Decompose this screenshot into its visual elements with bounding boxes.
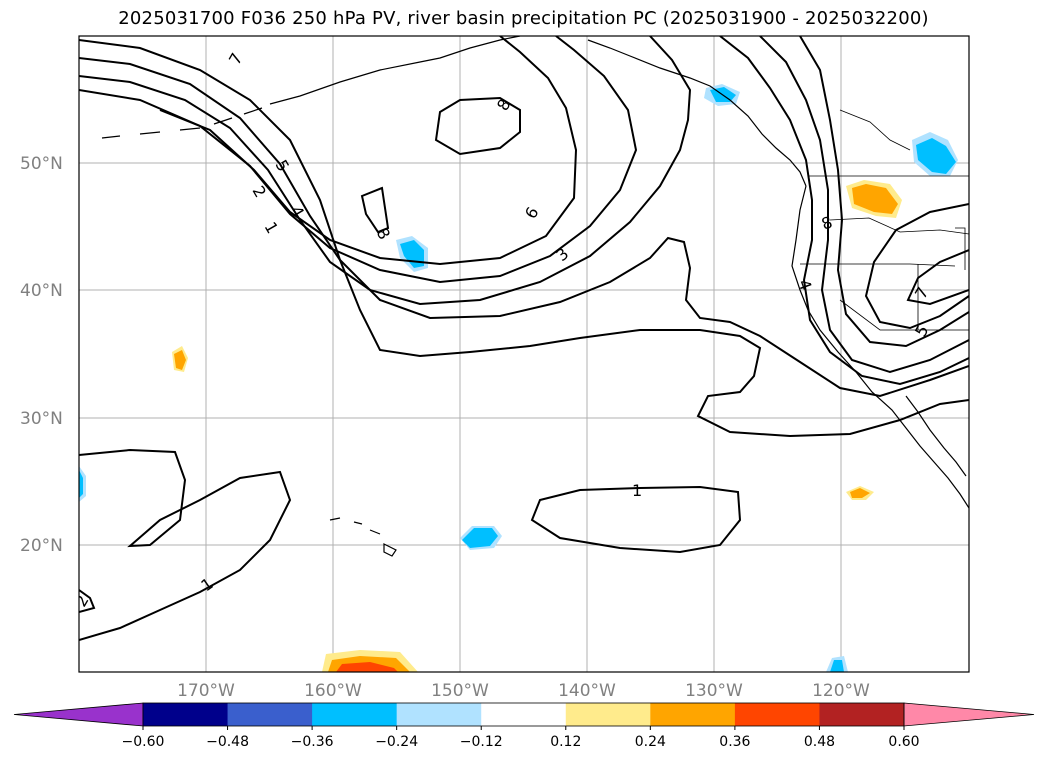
hawaiian-islands: [329, 517, 397, 557]
colorbar-segment: [650, 703, 736, 726]
colorbar-tick-label: 0.24: [635, 734, 666, 750]
pv-contour-2-arc: [79, 57, 969, 398]
baja-california: [905, 395, 967, 477]
contour-label: 8: [819, 212, 835, 233]
aleutian-islands: [101, 107, 263, 139]
lon-label: 130°W: [685, 681, 743, 701]
colorbar-segment: [227, 703, 313, 726]
lon-label: 150°W: [431, 681, 489, 701]
pv-contour-sw-small: [79, 589, 96, 613]
contour-label: 1: [261, 219, 283, 237]
lat-label: 40°N: [20, 281, 63, 301]
colorbar-tick-label: 0.36: [719, 734, 750, 750]
lat-label: 20°N: [20, 536, 63, 556]
colorbar-tick-label: −0.60: [122, 734, 165, 750]
lon-label: 120°W: [812, 681, 870, 701]
us-west-coast: [791, 185, 969, 509]
pv-contour-west-coast-2: [759, 36, 969, 374]
lon-label: 160°W: [304, 681, 362, 701]
pv-contour-1-arc: [79, 39, 969, 438]
contour-label: 7: [911, 284, 933, 302]
contour-label: 5: [911, 322, 933, 340]
contour-labels: 7 5 2 4 1 8 8 6 3 8 4 7 5 1 1 2: [71, 50, 933, 610]
pv-contour-1-central: [530, 485, 742, 554]
contour-label: 2: [71, 592, 93, 610]
borders: [800, 36, 969, 331]
contour-label: 6: [521, 204, 543, 222]
map-plot-area: 7 5 2 4 1 8 8 6 3 8 4 7 5 1 1 2: [71, 36, 969, 672]
colorbar-tick-label: −0.24: [375, 734, 418, 750]
colorbar-tick-label: 0.60: [888, 734, 919, 750]
contour-label: 3: [552, 244, 572, 265]
colorbar-segment: [396, 703, 482, 726]
map-frame: [78, 35, 970, 673]
colorbar-tick-label: 0.12: [550, 734, 581, 750]
colorbar-tick-label: −0.48: [206, 734, 249, 750]
pv-contour-west-coast-5: [906, 249, 969, 306]
pv-contour-3-arc: [79, 36, 692, 306]
colorbar-tick-label: −0.12: [460, 734, 503, 750]
pv-contour-8-ring: [434, 96, 521, 156]
colorbar-tick-label: 0.48: [804, 734, 835, 750]
pv-contours: [79, 36, 969, 641]
longitude-labels: 170°W 160°W 150°W 140°W 130°W 120°W: [177, 681, 870, 701]
pv-contour-1-west: [79, 448, 292, 641]
colorbar-extend-high: [903, 702, 1035, 727]
colorbar-segment: [481, 703, 567, 726]
gridlines: [79, 36, 969, 672]
colorbar-segment: [734, 703, 820, 726]
pv-contour-west-coast-4: [864, 203, 969, 330]
contour-label: 1: [632, 481, 642, 500]
colorbar-tick-label: −0.36: [291, 734, 334, 750]
alaska-peninsula-coast: [269, 36, 521, 105]
lon-label: 170°W: [177, 681, 235, 701]
colorbar-segment: [143, 703, 229, 726]
colorbar-segment: [565, 703, 651, 726]
pv-contour-west-coast-1: [719, 36, 969, 386]
lat-label: 50°N: [20, 154, 63, 174]
contour-label: 2: [249, 183, 271, 201]
colorbar: [13, 702, 1035, 727]
pv-contour-west-coast-3: [799, 36, 969, 348]
map-title: 2025031700 F036 250 hPa PV, river basin …: [118, 8, 929, 29]
precip-positive-patches: [172, 180, 902, 672]
colorbar-segment: [312, 703, 398, 726]
contour-label: 8: [493, 96, 515, 114]
colorbar-segment: [819, 703, 905, 726]
gulf-of-alaska-coast: [587, 39, 807, 187]
colorbar-extend-low: [13, 702, 144, 727]
colorbar-frame: [142, 702, 905, 727]
latitude-labels: 50°N 40°N 30°N 20°N: [20, 154, 63, 556]
pv-contour-4-arc: [79, 36, 638, 284]
lat-label: 30°N: [20, 409, 63, 429]
pv-contour-8-small: [360, 186, 390, 234]
colorbar-tick-labels: −0.60 −0.48 −0.36 −0.24 −0.12 0.12 0.24 0.36 0.4…: [122, 726, 920, 750]
pv-contour-5-arc: [159, 36, 578, 266]
contour-label: 7: [225, 50, 247, 68]
lon-label: 140°W: [558, 681, 616, 701]
coastlines: [101, 36, 969, 557]
